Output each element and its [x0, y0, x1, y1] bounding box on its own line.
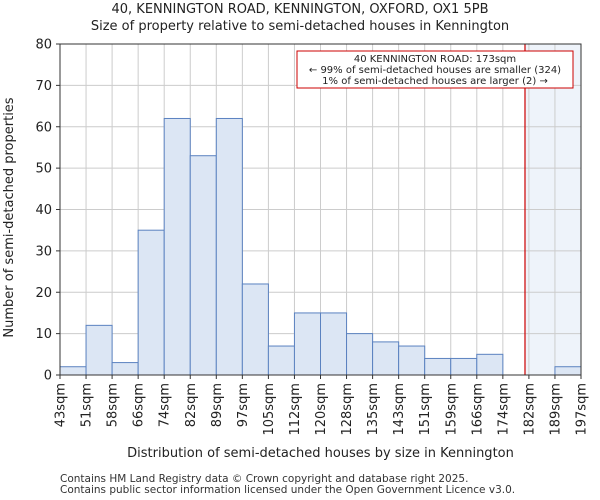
x-tick-label: 151sqm [418, 383, 433, 436]
y-tick-label: 30 [35, 244, 52, 259]
histogram-bar [320, 312, 348, 376]
annotation-box [296, 50, 574, 89]
histogram-bar [293, 312, 322, 376]
y-axis-label: Number of semi-detached properties [2, 97, 17, 337]
x-tick-label: 51sqm [80, 383, 95, 427]
histogram-bar [59, 366, 87, 376]
y-tick-label: 80 [35, 38, 52, 53]
footer-licence: Contains public sector information licen… [60, 484, 516, 496]
x-tick-label: 112sqm [288, 383, 303, 436]
x-tick-label: 58sqm [106, 383, 121, 427]
chart-title: Size of property relative to semi-detach… [90, 19, 510, 34]
histogram-bar [163, 117, 191, 376]
y-tick-label: 50 [35, 162, 52, 177]
histogram-bar [554, 366, 582, 376]
x-tick-label: 120sqm [314, 383, 329, 436]
histogram-bar [267, 345, 295, 376]
chart-title-address: 40, KENNINGTON ROAD, KENNINGTON, OXFORD,… [111, 2, 489, 17]
x-tick-label: 135sqm [366, 383, 381, 436]
x-axis-label: Distribution of semi-detached houses by … [127, 446, 514, 461]
histogram-bar [189, 155, 217, 376]
histogram-bar [346, 333, 374, 376]
histogram-bar [137, 229, 165, 376]
annotation-text: 1% of semi-detached houses are larger (2… [322, 76, 548, 87]
y-tick-label: 0 [44, 369, 52, 384]
x-tick-label: 197sqm [575, 383, 590, 436]
histogram-bar [241, 283, 269, 376]
footer-copyright: Contains HM Land Registry data © Crown c… [60, 473, 469, 485]
x-tick-label: 174sqm [496, 383, 511, 436]
histogram-bar [450, 357, 478, 376]
histogram-bar [476, 353, 504, 376]
x-tick-label: 189sqm [548, 383, 563, 436]
x-tick-label: 74sqm [158, 383, 173, 427]
y-tick-label: 10 [35, 327, 52, 342]
histogram-bar [372, 341, 400, 376]
x-tick-label: 143sqm [392, 383, 407, 436]
x-tick-label: 66sqm [132, 383, 147, 427]
histogram-bar [424, 357, 452, 376]
y-tick-label: 70 [35, 79, 52, 94]
histogram-bar [111, 362, 139, 376]
x-tick-label: 105sqm [262, 383, 277, 436]
y-tick-label: 20 [35, 286, 52, 301]
x-tick-label: 89sqm [210, 383, 225, 427]
x-tick-label: 43sqm [54, 383, 69, 427]
histogram-bar [85, 324, 113, 376]
y-tick-label: 60 [35, 120, 52, 135]
x-tick-label: 159sqm [444, 383, 459, 436]
y-tick-label: 40 [35, 203, 52, 218]
x-tick-label: 166sqm [470, 383, 485, 436]
x-tick-label: 82sqm [184, 383, 199, 427]
x-tick-label: 128sqm [340, 383, 355, 436]
histogram-chart: 0 10 20 30 40 50 60 70 80 43sqm 51sqm 58sqm 66sqm 74s… [2, 38, 590, 462]
x-tick-label: 97sqm [236, 383, 251, 427]
x-tick-label: 182sqm [522, 383, 537, 436]
histogram-bar [398, 345, 426, 376]
annotation-text: 40 KENNINGTON ROAD: 173sqm [354, 54, 516, 65]
annotation-text: ← 99% of semi-detached houses are smalle… [309, 65, 561, 76]
histogram-bar [215, 117, 243, 376]
